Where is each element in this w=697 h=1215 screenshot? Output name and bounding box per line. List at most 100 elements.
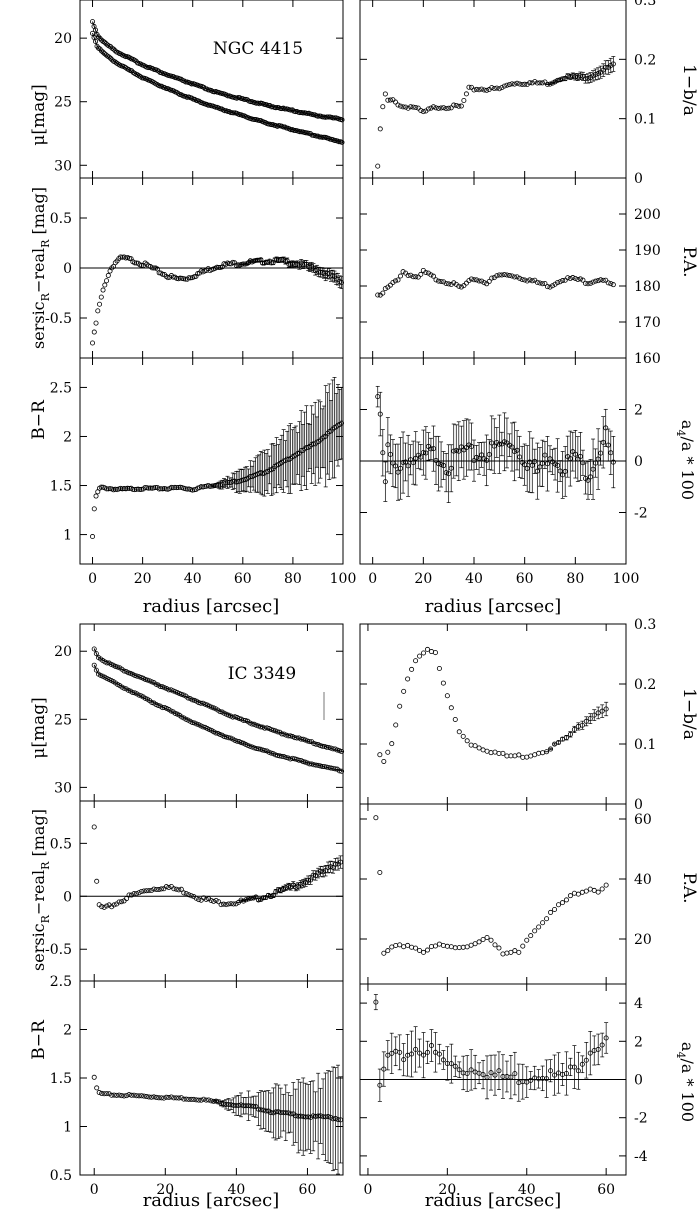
data-point: [425, 443, 431, 449]
data-point: [158, 486, 164, 492]
data-point: [385, 97, 391, 103]
data-point: [126, 255, 132, 261]
data-point: [448, 705, 454, 711]
data-point: [288, 1111, 294, 1117]
data-point: [338, 859, 344, 865]
data-point: [446, 471, 452, 477]
ytick-label: 0: [63, 889, 72, 905]
data-point: [313, 133, 319, 139]
ytick-label: -0.5: [45, 942, 72, 958]
data-point: [206, 727, 212, 733]
data-point: [534, 80, 540, 86]
data-point: [587, 1050, 593, 1056]
data-point: [156, 486, 162, 492]
series-pa-2: [373, 815, 609, 957]
data-point: [300, 736, 306, 742]
data-point: [413, 455, 419, 461]
galaxy-label-2: IC 3349: [228, 664, 296, 684]
data-point: [385, 442, 391, 448]
data-point: [240, 1103, 246, 1109]
ylabel-mu-2: μ[mag]: [29, 697, 49, 758]
data-point: [557, 468, 563, 474]
data-point: [608, 281, 614, 287]
data-point: [298, 881, 304, 887]
data-point: [448, 944, 454, 950]
data-point: [458, 444, 464, 450]
data-point: [114, 1092, 120, 1098]
series-ell-2: [377, 646, 609, 764]
data-point: [451, 280, 457, 286]
data-point: [489, 440, 495, 446]
data-point: [121, 486, 127, 492]
data-point: [171, 886, 177, 892]
data-point: [556, 902, 562, 908]
data-point: [585, 477, 591, 483]
data-point: [104, 278, 110, 284]
data-point: [205, 102, 211, 108]
xtick-label: 40: [184, 571, 202, 587]
data-point: [494, 273, 500, 279]
data-point: [585, 75, 591, 81]
series-pa-1: [375, 267, 616, 298]
data-point: [565, 275, 571, 281]
data-point: [593, 71, 599, 77]
data-point: [90, 340, 96, 346]
ylabel-a4-2: a4/a * 100: [674, 1042, 697, 1122]
data-point: [253, 894, 259, 900]
data-point: [441, 279, 447, 285]
data-point: [238, 1102, 244, 1108]
ytick-label: 1.5: [50, 479, 72, 495]
data-point: [125, 485, 131, 491]
data-point: [398, 103, 404, 109]
data-point: [332, 766, 338, 772]
xlabel-right-2: radius [arcsec]: [425, 1190, 562, 1211]
data-point: [591, 887, 597, 893]
data-point: [143, 888, 149, 894]
data-point: [134, 1093, 140, 1099]
data-point: [280, 124, 286, 130]
xtick-label: 100: [330, 571, 357, 587]
data-point: [226, 901, 232, 907]
data-point: [428, 944, 434, 950]
data-point: [532, 79, 538, 85]
data-point: [555, 280, 561, 286]
data-point: [98, 294, 104, 300]
data-point: [186, 275, 192, 281]
data-point: [250, 1103, 256, 1109]
profile-line: [93, 664, 344, 772]
data-point: [506, 82, 512, 88]
data-point: [116, 1092, 122, 1098]
data-point: [91, 824, 97, 830]
data-point: [496, 750, 502, 756]
data-point: [389, 944, 395, 950]
data-point: [163, 486, 169, 492]
data-point: [593, 460, 599, 466]
data-point: [255, 1106, 261, 1112]
data-point: [522, 81, 528, 87]
data-point: [145, 677, 151, 683]
data-point: [96, 1090, 102, 1096]
data-point: [512, 448, 518, 454]
data-point: [99, 48, 105, 54]
data-point: [287, 733, 293, 739]
data-point: [249, 721, 255, 727]
data-point: [516, 949, 522, 955]
data-point: [183, 891, 189, 897]
data-point: [126, 1092, 132, 1098]
axis-mu-1: 20 25 30: [54, 0, 344, 178]
data-point: [534, 468, 540, 474]
ytick-label: -2: [634, 506, 648, 522]
data-point: [258, 1107, 264, 1113]
data-point: [201, 1096, 207, 1102]
data-point: [325, 1114, 331, 1120]
data-point: [390, 460, 396, 466]
data-point: [267, 103, 273, 109]
data-point: [579, 889, 585, 895]
data-point: [231, 901, 237, 907]
ytick-label: 40: [634, 872, 652, 888]
data-point: [171, 1095, 177, 1101]
data-point: [527, 277, 533, 283]
data-point: [432, 1049, 438, 1055]
data-point: [444, 943, 450, 949]
